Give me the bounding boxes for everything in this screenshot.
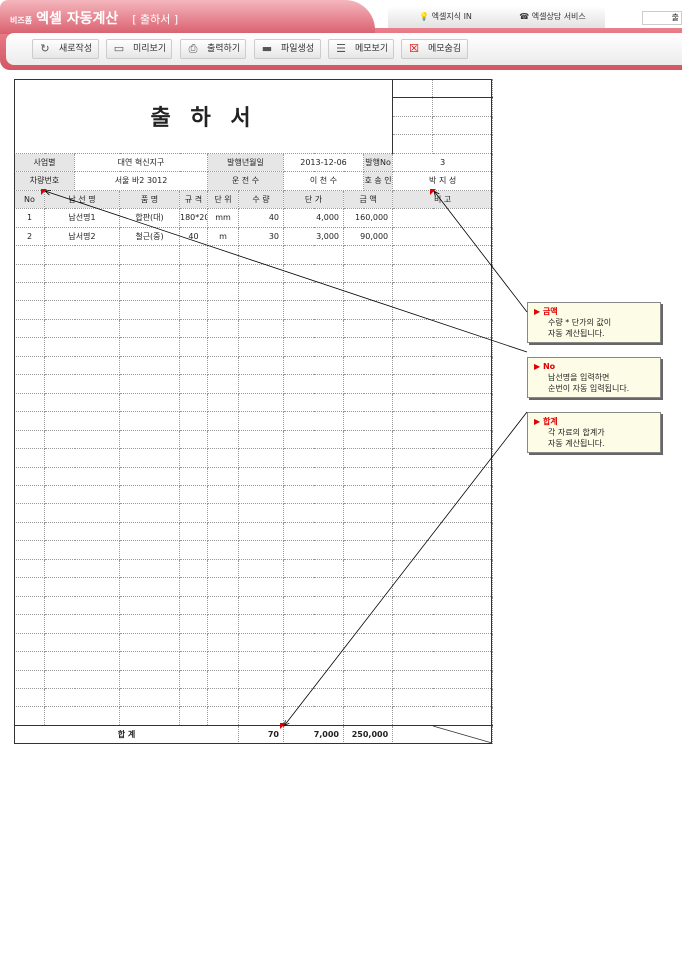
app-header: 비즈폼 엑셀 자동계산[ 출하서 ] 💡 엑셀지식 IN ☎ 엑셀상담 서비스 출… <box>0 0 682 70</box>
file-create-button[interactable]: ▬ 파일생성 <box>254 39 321 59</box>
field-label: 차량번호 <box>14 171 75 191</box>
table-row <box>14 374 494 394</box>
table-row <box>14 448 494 468</box>
memo-hide-icon: ☒ <box>409 42 419 55</box>
memo-show-button[interactable]: ☰ 메모보기 <box>328 39 394 59</box>
shipment-form: 출 하 서 사업별 대연 혁신지구 발행년월일 2013-12-06 발행No 3 차량번호… <box>13 78 494 745</box>
total-row: 합 계 70 7,000 250,000 <box>14 724 494 745</box>
table-row: 2 납서명2 철근(중) 40 m 30 3,000 90,000 <box>14 226 494 247</box>
memo-hide-button[interactable]: ☒ 메모숨김 <box>401 39 468 59</box>
field-label: 사업별 <box>14 152 75 173</box>
field-label: 운 전 수 <box>207 171 284 191</box>
table-row <box>14 466 494 486</box>
table-row <box>14 392 494 413</box>
table-row <box>14 632 494 653</box>
table-row <box>14 337 494 357</box>
column-header: 비 고 <box>392 189 494 210</box>
column-header: No <box>14 189 45 210</box>
table-row <box>14 245 494 265</box>
table-row <box>14 355 494 376</box>
table-row <box>14 318 494 339</box>
new-button[interactable]: ↻ 새로작성 <box>32 39 99 59</box>
table-row <box>14 595 494 616</box>
app-title: 비즈폼 엑셀 자동계산[ 출하서 ] <box>10 11 179 27</box>
print-icon: ⎙ <box>188 42 198 55</box>
refresh-icon: ↻ <box>40 42 50 55</box>
column-header: 단 가 <box>283 189 344 210</box>
column-header: 품 명 <box>119 189 180 210</box>
table-row <box>14 521 494 542</box>
table-row <box>14 484 494 505</box>
table-row <box>14 614 494 634</box>
column-header: 납 선 명 <box>44 189 120 210</box>
comment-marker <box>41 189 47 195</box>
table-row <box>14 411 494 431</box>
table-row <box>14 281 494 302</box>
monitor-icon: ▭ <box>113 42 125 55</box>
preview-button[interactable]: ▭ 미리보기 <box>106 39 172 59</box>
table-row <box>14 558 494 579</box>
table-row <box>14 429 494 450</box>
tab-excel-knowledge[interactable]: 💡 엑셀지식 IN <box>388 6 503 28</box>
field-label: 발행No <box>362 152 394 173</box>
form-title: 출 하 서 <box>13 79 394 154</box>
comment-marker <box>280 723 286 729</box>
print-button[interactable]: ⎙ 출력하기 <box>180 39 246 59</box>
table-row <box>14 651 494 671</box>
table-row <box>14 706 494 726</box>
comment-marker <box>430 189 436 195</box>
field-label: 호 송 인 <box>362 171 394 191</box>
table-row <box>14 263 494 283</box>
column-header: 수 량 <box>238 189 284 210</box>
tab-excel-consult[interactable]: ☎ 엑셀상담 서비스 <box>500 6 605 28</box>
memo-icon: ☰ <box>336 42 346 55</box>
folder-icon: ▬ <box>261 42 273 55</box>
